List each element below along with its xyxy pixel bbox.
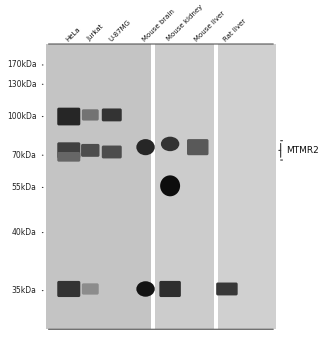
Bar bbox=[151, 44, 155, 329]
FancyBboxPatch shape bbox=[82, 109, 99, 120]
Ellipse shape bbox=[136, 281, 155, 297]
Text: Mouse liver: Mouse liver bbox=[193, 10, 226, 42]
FancyBboxPatch shape bbox=[216, 282, 238, 295]
Text: Mouse kidney: Mouse kidney bbox=[166, 4, 204, 42]
Bar bbox=[155, 44, 216, 329]
Text: U-87MG: U-87MG bbox=[108, 18, 132, 42]
FancyBboxPatch shape bbox=[82, 284, 99, 295]
Ellipse shape bbox=[136, 139, 155, 155]
Bar bbox=[46, 44, 153, 329]
FancyBboxPatch shape bbox=[187, 139, 209, 155]
Text: MTMR2: MTMR2 bbox=[286, 146, 319, 155]
Text: 40kDa: 40kDa bbox=[12, 228, 36, 237]
FancyBboxPatch shape bbox=[57, 152, 80, 162]
Text: 55kDa: 55kDa bbox=[12, 183, 36, 192]
Text: Rat liver: Rat liver bbox=[223, 18, 248, 42]
Bar bbox=[218, 44, 276, 329]
Text: Jurkat: Jurkat bbox=[86, 24, 105, 42]
Text: 100kDa: 100kDa bbox=[7, 112, 36, 121]
FancyBboxPatch shape bbox=[81, 144, 99, 157]
FancyBboxPatch shape bbox=[102, 146, 122, 159]
Text: Mouse brain: Mouse brain bbox=[141, 8, 176, 42]
FancyBboxPatch shape bbox=[57, 142, 80, 159]
FancyBboxPatch shape bbox=[57, 108, 80, 125]
Bar bbox=[214, 44, 218, 329]
Text: HeLa: HeLa bbox=[65, 26, 81, 42]
Ellipse shape bbox=[160, 175, 180, 196]
Text: 130kDa: 130kDa bbox=[7, 80, 36, 89]
FancyBboxPatch shape bbox=[102, 108, 122, 121]
FancyBboxPatch shape bbox=[159, 281, 181, 297]
Text: 35kDa: 35kDa bbox=[12, 286, 36, 295]
FancyBboxPatch shape bbox=[57, 281, 80, 297]
Text: 70kDa: 70kDa bbox=[12, 151, 36, 160]
Text: 170kDa: 170kDa bbox=[7, 61, 36, 69]
Ellipse shape bbox=[161, 136, 179, 151]
